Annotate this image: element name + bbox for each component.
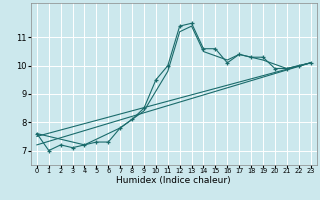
X-axis label: Humidex (Indice chaleur): Humidex (Indice chaleur) [116,176,231,185]
